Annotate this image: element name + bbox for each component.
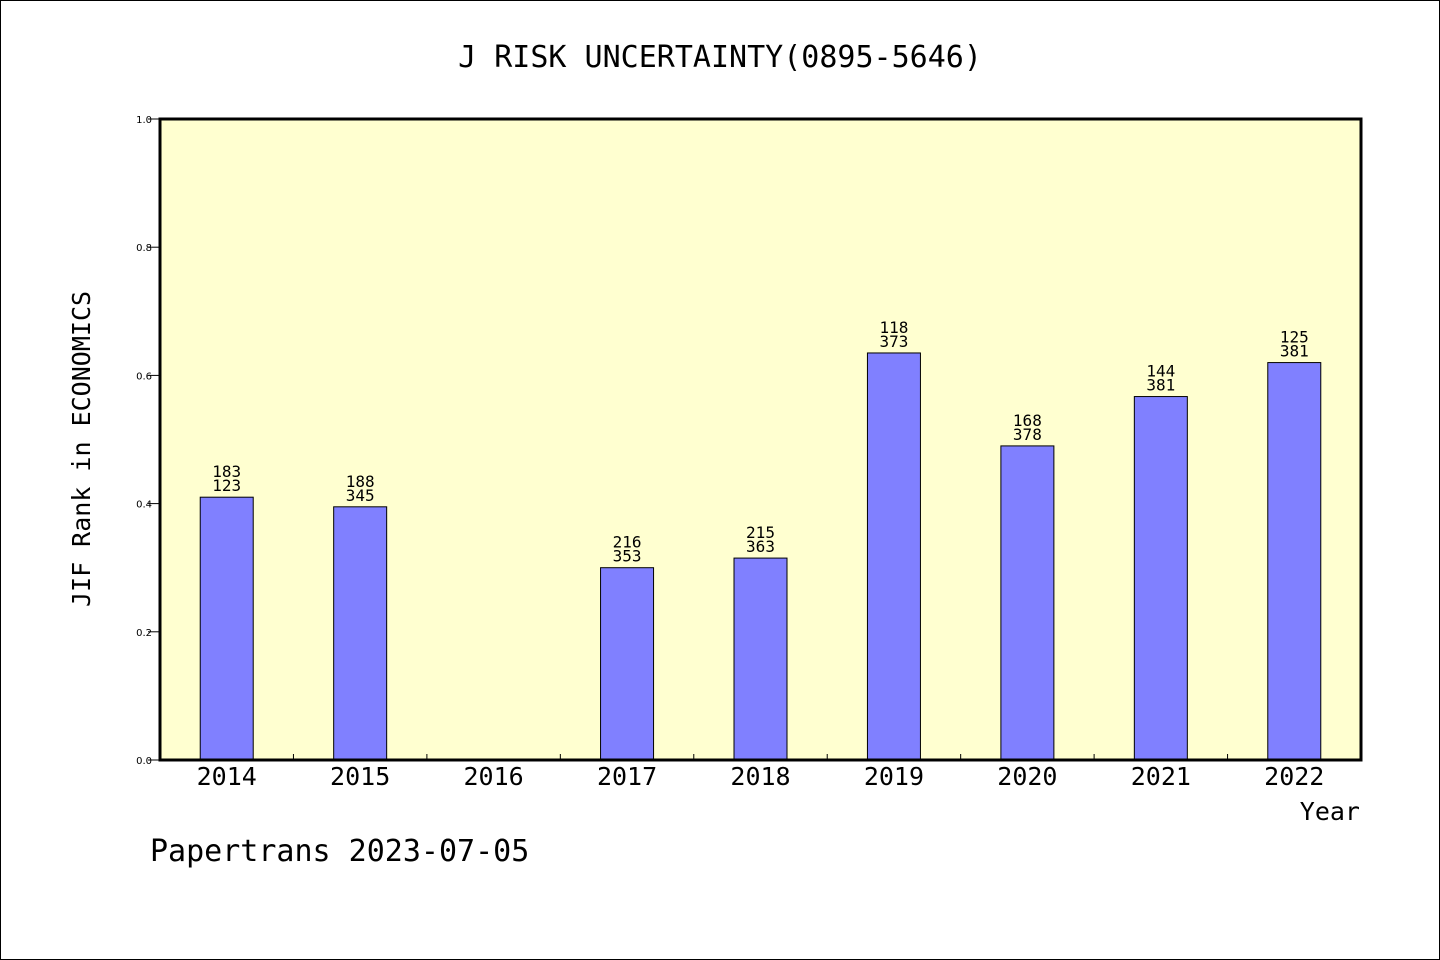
x-tick-label-2016: 2016 [464,762,524,791]
x-tick-label-2018: 2018 [730,762,790,791]
x-axis-label: Year [1300,797,1360,826]
bar-2015 [333,506,388,761]
data-label-rank-2020: 168 [1013,411,1042,430]
y-tick-label-0.8: 0.8 [136,243,152,254]
data-label-rank-2015: 188 [346,472,375,491]
y-axis: 0.0 0.2 0.4 0.6 0.8 1.0 [136,115,160,767]
y-tick-label-0.6: 0.6 [136,371,152,382]
chart-title: J RISK UNCERTAINTY(0895-5646) [458,40,982,75]
data-label-rank-2014: 183 [212,462,241,481]
y-tick-label-0.0: 0.0 [136,756,152,767]
data-label-total-2015: 345 [346,486,375,505]
footer-credit: Papertrans 2023-07-05 [150,834,530,869]
bar-2021 [1133,396,1188,761]
data-label-total-2014: 123 [212,476,241,495]
x-tick-label-2022: 2022 [1264,762,1324,791]
data-label-rank-2021: 144 [1146,362,1175,381]
y-tick-label-0.4: 0.4 [136,500,152,511]
x-tick-label-2017: 2017 [597,762,657,791]
y-axis-label: JIF Rank in ECONOMICS [67,291,96,607]
x-tick-label-2014: 2014 [197,762,257,791]
data-label-total-2019: 373 [879,332,908,351]
bar-2020 [1000,445,1055,761]
data-label-rank-2019: 118 [879,318,908,337]
x-tick-label-2015: 2015 [330,762,390,791]
data-label-rank-2018: 215 [746,523,775,542]
bar-2014 [199,496,254,761]
x-tick-label-2021: 2021 [1131,762,1191,791]
x-axis: 2014 2015 2016 2017 2018 2019 2020 2021 2022 [197,754,1324,791]
y-tick-label-1.0: 1.0 [136,115,152,126]
data-label-total-2022: 381 [1280,342,1309,361]
data-label-total-2020: 378 [1013,425,1042,444]
bar-2022 [1267,362,1322,761]
x-tick-label-2019: 2019 [864,762,924,791]
bar-2019 [866,352,921,761]
data-label-total-2018: 363 [746,537,775,556]
data-label-rank-2022: 125 [1280,328,1309,347]
bar-group [199,352,1322,761]
bar-2017 [600,567,655,761]
y-tick-label-0.2: 0.2 [136,628,152,639]
data-label-total-2021: 381 [1146,376,1175,395]
data-label-total-2017: 353 [613,547,642,566]
plot-border [158,117,1363,762]
bar-2018 [733,557,788,761]
data-label-rank-2017: 216 [613,533,642,552]
x-tick-label-2020: 2020 [997,762,1057,791]
